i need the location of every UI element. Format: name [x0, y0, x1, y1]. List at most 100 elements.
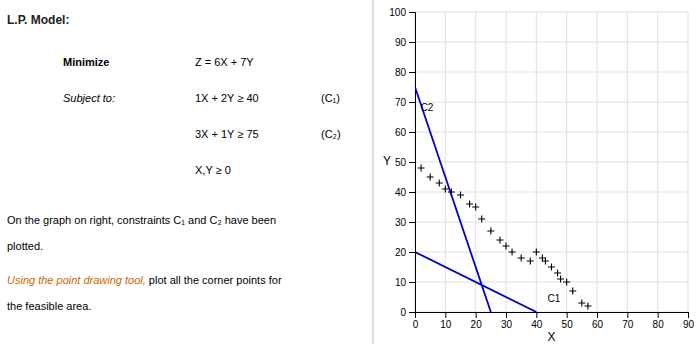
y-tick-mark: [409, 12, 415, 13]
point: [584, 303, 591, 310]
y-tick-mark: [409, 192, 415, 193]
x-tick: 0: [413, 312, 419, 330]
annotation: Z = 6X + 7Y: [195, 56, 254, 68]
y-tick-label: 60: [395, 127, 407, 138]
x-tick: 30: [501, 312, 513, 330]
y-tick-label: 70: [395, 97, 407, 108]
y-tick-mark: [409, 312, 415, 313]
annotation: (C₁): [321, 92, 340, 104]
point: [527, 258, 534, 265]
grid-line-y: [415, 72, 688, 73]
point: [496, 237, 503, 244]
grid-line-y: [415, 132, 688, 133]
point: [503, 243, 510, 250]
y-tick: 10: [395, 277, 415, 288]
y-tick: 100: [389, 7, 415, 18]
x-tick-mark: [627, 312, 628, 318]
point: [518, 255, 525, 262]
y-tick-mark: [409, 72, 415, 73]
annotation: plotted.: [7, 240, 43, 252]
point: [436, 180, 443, 187]
point: [509, 249, 516, 256]
y-axis: 0 10 20 30 40 50 60 70 80 90 100: [389, 7, 415, 318]
grid-line-y: [415, 162, 688, 163]
x-tick: 50: [562, 312, 574, 330]
y-tick: 40: [395, 187, 415, 198]
y-tick-label: 20: [395, 247, 407, 258]
point: [578, 300, 585, 307]
point: [418, 165, 425, 172]
point: [487, 228, 494, 235]
x-axis-title: X: [547, 330, 555, 344]
x-tick-label: 0: [413, 319, 419, 330]
x-tick-mark: [476, 312, 477, 318]
y-tick-label: 100: [389, 7, 406, 18]
plot: 0 10 20 30 40 50 60 70 80 90 0 10 20 30 40 50 60 70 80 90 10…: [389, 7, 694, 330]
x-tick-label: 20: [471, 319, 483, 330]
point: [569, 288, 576, 295]
x-tick: 60: [592, 312, 604, 330]
point: [554, 270, 561, 277]
y-tick-label: 40: [395, 187, 407, 198]
y-tick-label: 90: [395, 37, 407, 48]
x-tick: 10: [440, 312, 452, 330]
constraint-line: [415, 252, 536, 312]
x-tick-label: 10: [440, 319, 452, 330]
annotation: Using the point drawing tool,: [7, 274, 146, 286]
grid-line-y: [415, 12, 688, 13]
annotation: 3X + 1Y ≥ 75: [195, 128, 259, 140]
y-tick-mark: [409, 162, 415, 163]
y-tick: 30: [395, 217, 415, 228]
title: L.P. Model:: [7, 13, 69, 27]
grid: [415, 12, 688, 312]
point: [557, 276, 564, 283]
annotation: Subject to:: [63, 92, 115, 104]
x-tick-mark: [688, 312, 689, 318]
annotation: plot all the corner points for: [146, 274, 282, 286]
x-tick-label: 60: [592, 319, 604, 330]
x-tick-mark: [536, 312, 537, 318]
x-tick-label: 30: [501, 319, 513, 330]
point: [457, 192, 464, 199]
point: [478, 216, 485, 223]
x-tick-label: 50: [562, 319, 574, 330]
point: [472, 204, 479, 211]
line-labels: C1C2: [421, 102, 561, 304]
grid-line-y: [415, 282, 688, 283]
y-tick-mark: [409, 42, 415, 43]
grid-line-y: [415, 42, 688, 43]
x-tick-mark: [506, 312, 507, 318]
grid-line-y: [415, 252, 688, 253]
point: [542, 258, 549, 265]
y-axis-line: [409, 13, 416, 313]
x-tick-label: 70: [622, 319, 634, 330]
x-tick: 80: [653, 312, 665, 330]
x-axis-line: [416, 313, 689, 319]
grid-line-y: [415, 102, 688, 103]
y-tick: 50: [395, 157, 415, 168]
x-tick: 20: [471, 312, 483, 330]
annotation: the feasible area.: [7, 300, 91, 312]
annotation: 1X + 2Y ≥ 40: [195, 92, 259, 104]
y-tick-mark: [409, 132, 415, 133]
y-tick: 90: [395, 37, 415, 48]
y-tick-label: 0: [400, 307, 406, 318]
point: [427, 174, 434, 181]
x-tick-label: 40: [531, 319, 543, 330]
point: [466, 201, 473, 208]
x-tick: 90: [683, 312, 695, 330]
line-label: C1: [547, 293, 560, 304]
annotation: Minimize: [63, 56, 109, 68]
y-tick: 80: [395, 67, 415, 78]
x-tick-mark: [445, 312, 446, 318]
annotation: X,Y ≥ 0: [195, 164, 231, 176]
grid-line-y: [415, 222, 688, 223]
annotation: (C₂): [321, 128, 341, 140]
point: [548, 264, 555, 271]
y-tick: 0: [400, 307, 415, 318]
x-axis: 0 10 20 30 40 50 60 70 80 90: [413, 312, 695, 330]
x-tick-mark: [597, 312, 598, 318]
y-tick: 70: [395, 97, 415, 108]
point: [563, 279, 570, 286]
y-tick-label: 10: [395, 277, 407, 288]
